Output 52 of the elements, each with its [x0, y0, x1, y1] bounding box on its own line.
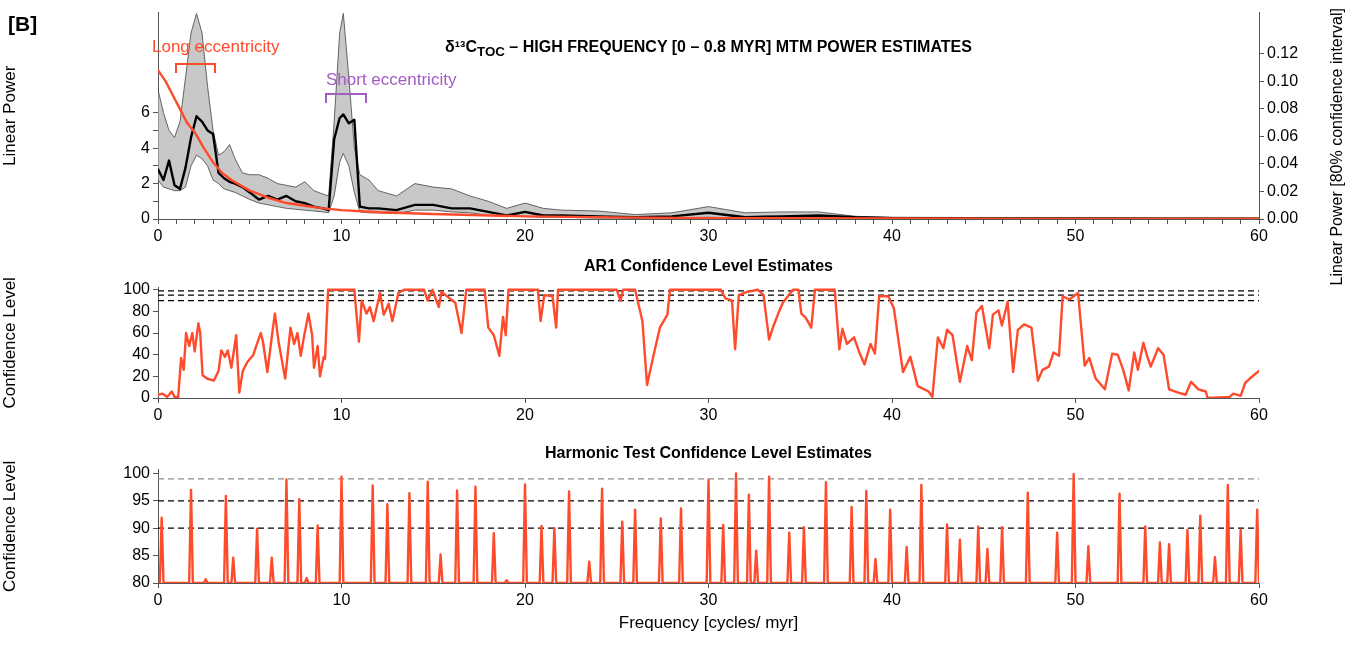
- y-tick-label: 100: [123, 463, 151, 481]
- y-axis-title: Confidence Level: [0, 277, 19, 409]
- y-tick-label: 60: [132, 323, 151, 341]
- x-tick-label: 10: [332, 591, 351, 609]
- x-tick-label: 60: [1250, 227, 1268, 245]
- y-tick-label: 90: [132, 518, 151, 536]
- y2-tick-label: 0.02: [1267, 181, 1299, 199]
- y2-tick-label: 0.04: [1267, 154, 1299, 172]
- x-tick-label: 50: [1066, 591, 1085, 609]
- x-tick-label: 20: [516, 591, 534, 609]
- x-tick-label: 30: [699, 406, 718, 424]
- y2-tick-label: 0.10: [1267, 71, 1299, 89]
- y-tick-label: 6: [141, 103, 151, 121]
- y-axis-title: Linear Power: [0, 65, 19, 166]
- x-axis-title: Frequency [cycles/ myr]: [617, 613, 800, 633]
- x-tick-label: 0: [153, 406, 163, 424]
- x-tick-label: 40: [883, 406, 901, 424]
- x-tick-label: 50: [1066, 227, 1085, 245]
- x-tick-label: 0: [153, 591, 163, 609]
- x-tick-label: 10: [332, 227, 351, 245]
- y2-axis-title: Linear Power [80% confidence interval]: [1327, 8, 1346, 286]
- y-tick-label: 80: [132, 301, 151, 319]
- y-tick-label: 100: [123, 280, 151, 298]
- text: δ¹³C$_{TOC}$ – HIGH FREQUENCY [0 – 0.8 MYR] MTM POWER ESTIMATES: [445, 38, 972, 60]
- x-tick-label: 40: [883, 591, 901, 609]
- y-axis-title: Confidence Level: [0, 460, 19, 592]
- y-tick-label: 0: [141, 209, 151, 227]
- x-tick-label: 10: [332, 406, 351, 424]
- x-tick-label: 20: [516, 406, 534, 424]
- y-tick-label: 85: [132, 546, 151, 564]
- x-tick-label: 60: [1250, 591, 1268, 609]
- y-tick-label: 80: [132, 573, 151, 591]
- chart-title: Harmonic Test Confidence Level Estimates: [544, 443, 873, 463]
- y-tick-label: 40: [132, 345, 151, 363]
- y2-tick-label: 0.00: [1267, 209, 1299, 227]
- y-tick-label: 0: [141, 388, 151, 406]
- x-tick-label: 30: [699, 591, 718, 609]
- y2-tick-label: 0.12: [1267, 44, 1299, 62]
- y2-tick-label: 0.06: [1267, 126, 1299, 144]
- y-tick-label: 4: [141, 138, 151, 156]
- text: [B]: [8, 12, 38, 36]
- chart-title: AR1 Confidence Level Estimates: [583, 256, 834, 276]
- x-tick-label: 60: [1250, 406, 1268, 424]
- x-tick-label: 20: [516, 227, 534, 245]
- x-tick-label: 40: [883, 227, 901, 245]
- x-tick-label: 0: [153, 227, 163, 245]
- x-tick-label: 30: [699, 227, 718, 245]
- y-tick-label: 20: [132, 366, 151, 384]
- y-tick-label: 95: [132, 491, 151, 509]
- y-tick-label: 2: [141, 173, 151, 191]
- x-tick-label: 50: [1066, 406, 1085, 424]
- y2-tick-label: 0.08: [1267, 99, 1299, 117]
